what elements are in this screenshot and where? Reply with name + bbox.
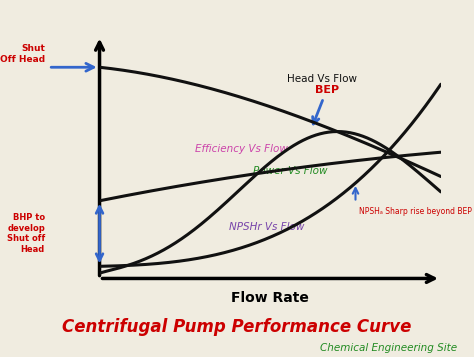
Text: Power Vs Flow: Power Vs Flow: [253, 166, 328, 176]
Text: Shut
Off Head: Shut Off Head: [0, 44, 45, 64]
Text: Chemical Engineering Site: Chemical Engineering Site: [320, 343, 457, 353]
Text: Head Vs Flow: Head Vs Flow: [287, 74, 357, 84]
Text: Flow Rate: Flow Rate: [231, 291, 309, 305]
Text: NPSHₐ Sharp rise beyond BEP: NPSHₐ Sharp rise beyond BEP: [359, 207, 472, 216]
Text: Centrifugal Pump Performance Curve: Centrifugal Pump Performance Curve: [62, 318, 412, 336]
Text: BHP to
develop
Shut off
Head: BHP to develop Shut off Head: [7, 213, 45, 254]
Text: BEP: BEP: [313, 85, 338, 124]
Text: NPSHr Vs Flow: NPSHr Vs Flow: [229, 222, 305, 232]
Text: Efficiency Vs Flow: Efficiency Vs Flow: [195, 144, 288, 154]
